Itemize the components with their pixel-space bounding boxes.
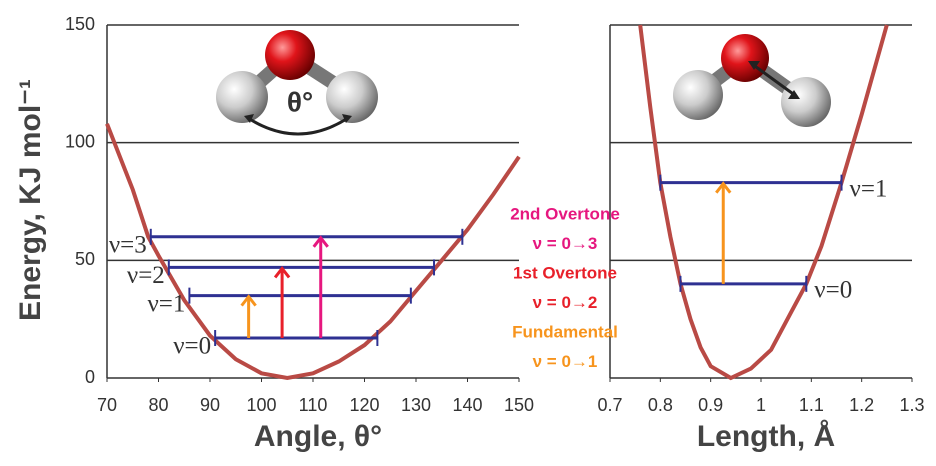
- x-tick-label: 1.2: [849, 395, 874, 415]
- level-label: ν=2: [127, 262, 165, 289]
- panel: 0 50 100 150 70 80 90 100 110 120 130 140 150 Angle, …: [14, 14, 534, 453]
- level-label: ν=0: [814, 277, 852, 304]
- level-label: ν=3: [109, 232, 147, 259]
- x-tick-label: 100: [246, 395, 276, 415]
- oxygen-atom: [721, 34, 769, 82]
- x-tick-label: 70: [97, 395, 117, 415]
- x-tick-label: 140: [452, 395, 482, 415]
- x-tick-label: 1.1: [799, 395, 824, 415]
- transition-annotation: 2nd Overtone: [510, 204, 620, 223]
- x-axis-label: Length, Å: [697, 420, 835, 453]
- x-tick-label: 120: [349, 395, 379, 415]
- arrow-head: [312, 235, 329, 248]
- level-label: ν=0: [173, 333, 211, 360]
- y-tick-label: 150: [65, 14, 95, 34]
- potential-curve: [638, 24, 889, 381]
- water-molecule: [673, 34, 831, 127]
- y-tick-label: 50: [75, 249, 95, 269]
- hydrogen-atom: [326, 71, 378, 123]
- x-tick-label: 0.9: [698, 395, 723, 415]
- panel: 0.7 0.8 0.9 1 1.1 1.2 1.3 Length, Å ν=0 ν=1: [597, 24, 925, 453]
- potential-curve: [105, 123, 521, 381]
- oxygen-atom: [265, 30, 315, 80]
- x-tick-label: 150: [504, 395, 534, 415]
- x-tick-label: 1.3: [899, 395, 924, 415]
- transition-annotation: ν = 0→1: [533, 352, 598, 371]
- annotations: 2nd Overtone ν = 0→3 1st Overtone ν = 0→2 Fu…: [510, 204, 620, 371]
- y-axis-label: Energy, KJ mol⁻¹: [14, 79, 47, 321]
- bond-arrow: [751, 62, 797, 98]
- x-tick-label: 1: [756, 395, 766, 415]
- angle-label: θ°: [287, 86, 313, 117]
- level-label: ν=1: [147, 290, 185, 317]
- transition-annotation: Fundamental: [512, 322, 618, 341]
- arrow-head: [715, 181, 732, 194]
- y-tick-label: 100: [65, 131, 95, 151]
- transition-annotation: ν = 0→2: [533, 293, 598, 312]
- x-tick-label: 90: [200, 395, 220, 415]
- arrow-head: [273, 265, 291, 279]
- transition-annotation: ν = 0→3: [533, 234, 598, 253]
- x-tick-label: 130: [401, 395, 431, 415]
- x-axis-label: Angle, θ°: [254, 420, 382, 453]
- y-tick-label: 0: [85, 367, 95, 387]
- arrow-head: [240, 294, 257, 307]
- x-tick-label: 80: [148, 395, 168, 415]
- angle-arc: [247, 116, 349, 136]
- transition-annotation: 1st Overtone: [513, 263, 617, 282]
- plot-layer: 0 50 100 150 70 80 90 100 110 120 130 140 150 Angle, …: [14, 14, 925, 453]
- hydrogen-atom: [673, 70, 723, 120]
- x-tick-label: 0.7: [597, 395, 622, 415]
- level-label: ν=1: [850, 175, 888, 202]
- water-molecule: θ°: [216, 30, 378, 136]
- hydrogen-atom: [781, 77, 831, 127]
- arrow-head: [748, 61, 800, 99]
- x-tick-label: 0.8: [648, 395, 673, 415]
- hydrogen-atom: [216, 71, 268, 123]
- x-tick-label: 110: [299, 395, 328, 415]
